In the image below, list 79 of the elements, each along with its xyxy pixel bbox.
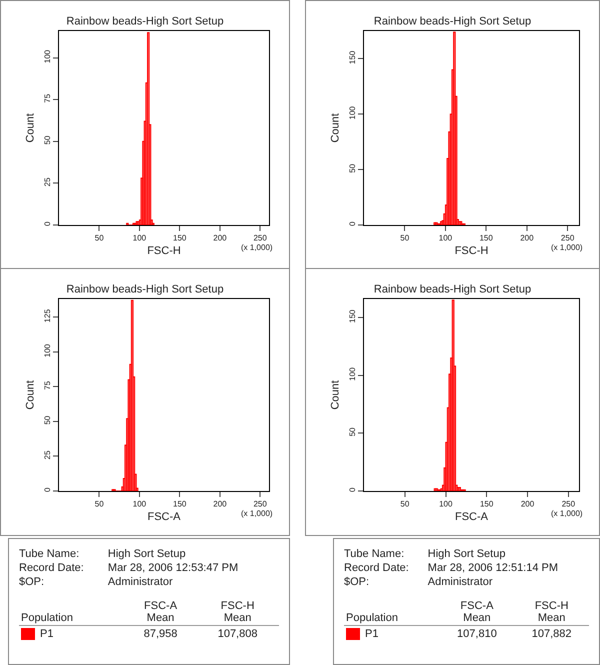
y-tick-label: 0 [42, 487, 52, 492]
y-axis-title: Count [329, 380, 342, 410]
y-tick-label: 150 [348, 309, 357, 323]
text: Record Date: [344, 561, 410, 575]
y-tick-label: 125 [42, 308, 52, 323]
chart-title: Rainbow beads-High Sort Setup [66, 16, 224, 28]
text: Record Date: [19, 561, 85, 575]
text: 107,882 [530, 627, 573, 642]
text: (x 1,000) [241, 243, 273, 252]
text: FSC-A Mean [440, 599, 514, 626]
text: $OP: [19, 575, 46, 589]
text: Population [344, 599, 440, 626]
y-tick-label: 25 [42, 450, 52, 460]
text: Administrator [108, 575, 174, 589]
x-tick-label: 200 [520, 234, 534, 243]
x-tick-label: 100 [438, 234, 453, 243]
text: FSC-A Mean [124, 599, 196, 626]
x-axis-title: FSC-A [455, 510, 489, 523]
x-tick-label: 100 [439, 500, 453, 509]
y-tick-label: 100 [42, 343, 52, 358]
text: 87,958 [142, 627, 178, 642]
y-axis-title: Count [24, 113, 36, 143]
text: High Sort Setup [428, 547, 506, 561]
x-tick-label: 50 [94, 234, 104, 243]
y-tick-label: 0 [42, 221, 52, 226]
x-tick-label: 250 [562, 500, 576, 509]
y-tick-label: 75 [42, 380, 52, 390]
y-tick-label: 50 [348, 163, 357, 173]
x-tick-label: 150 [173, 234, 187, 243]
text: Mar 28, 2006 12:53:47 PM [108, 561, 240, 575]
text: High Sort Setup [108, 547, 187, 561]
y-tick-label: 0 [348, 487, 357, 492]
text: FSC-H Mean [196, 599, 279, 626]
x-tick-label: 50 [400, 500, 410, 509]
text: FSC-H Mean [514, 599, 589, 626]
x-tick-label: 200 [520, 500, 535, 509]
chart-title: Rainbow beads-High Sort Setup [374, 16, 532, 28]
text: Tube Name: [344, 547, 406, 561]
y-tick-label: 100 [348, 106, 357, 120]
x-tick-label: 50 [400, 234, 410, 243]
x-tick-label: 100 [132, 234, 147, 243]
x-tick-label: 250 [560, 234, 575, 243]
text: 107,808 [216, 627, 258, 642]
x-tick-label: 200 [213, 234, 228, 243]
y-tick-label: 100 [348, 366, 357, 381]
y-tick-label: 75 [42, 93, 52, 103]
y-axis-title: Count [329, 113, 342, 143]
x-tick-label: 100 [132, 500, 147, 509]
x-tick-label: 150 [173, 500, 187, 509]
x-tick-label: 200 [213, 500, 228, 509]
text: P1 [39, 627, 54, 642]
x-axis-title: FSC-A [148, 510, 182, 523]
x-tick-label: 250 [253, 234, 268, 243]
y-tick-label: 50 [42, 135, 52, 145]
chart-title: Rainbow beads-High Sort Setup [66, 284, 224, 296]
y-tick-label: 50 [42, 415, 52, 425]
text: 107,810 [456, 627, 498, 642]
text: Population [19, 599, 125, 626]
y-axis-title: Count [24, 380, 36, 410]
y-tick-label: 150 [348, 50, 357, 64]
y-tick-label: 25 [42, 176, 52, 186]
y-tick-label: 0 [348, 221, 357, 226]
text: (x 1,000) [551, 243, 583, 252]
text: (x 1,000) [551, 509, 583, 518]
text: Administrator [428, 575, 494, 589]
x-tick-label: 150 [480, 500, 494, 509]
text: Mar 28, 2006 12:51:14 PM [428, 561, 560, 575]
x-tick-label: 50 [94, 500, 104, 509]
x-tick-label: 250 [253, 500, 268, 509]
text: $OP: [344, 575, 370, 589]
text: P1 [364, 627, 380, 642]
y-tick-label: 50 [348, 426, 357, 436]
x-axis-title: FSC-H [147, 244, 181, 257]
text: Tube Name: [19, 547, 80, 561]
y-tick-label: 100 [42, 49, 52, 64]
x-axis-title: FSC-H [454, 244, 488, 257]
text: (x 1,000) [241, 509, 273, 518]
chart-title: Rainbow beads-High Sort Setup [374, 284, 532, 296]
x-tick-label: 150 [479, 234, 494, 243]
